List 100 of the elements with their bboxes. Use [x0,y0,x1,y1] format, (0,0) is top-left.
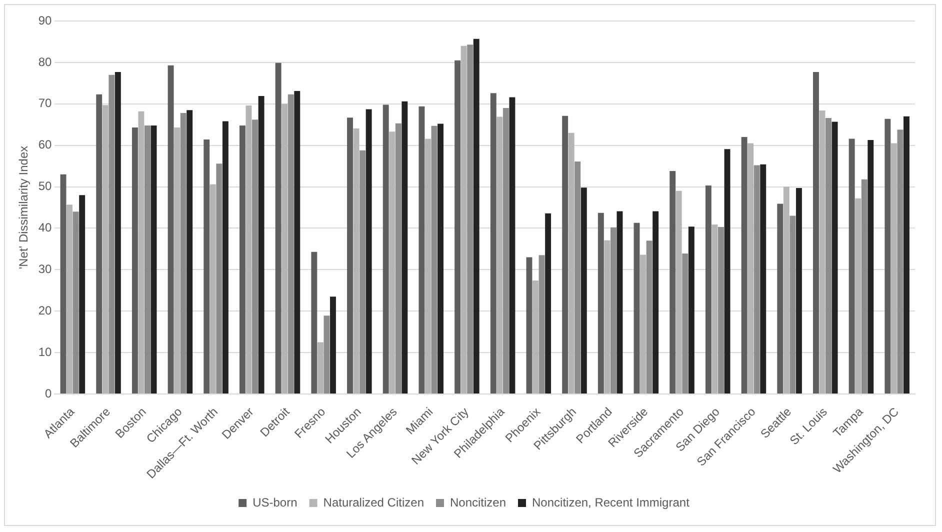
bar [670,171,676,394]
bar [102,105,108,394]
bar [324,316,330,394]
bar [431,126,438,394]
bar [467,44,474,394]
bar [389,132,396,394]
bar [598,212,604,394]
legend-label: Naturalized Citizen [323,495,424,510]
y-tick-label: 80 [38,54,52,69]
y-tick-label: 30 [38,262,52,276]
bar [868,140,874,394]
bar [777,204,784,394]
bar [652,211,659,394]
y-axis-title: 'Net' Dissimilarity Index [16,146,31,270]
bar [574,162,581,394]
y-tick-label: 70 [38,96,52,110]
bar [748,143,754,394]
y-tick-label: 50 [38,179,52,194]
bar [688,226,694,394]
bar [562,116,568,394]
bar [604,240,610,394]
bar [258,96,264,394]
bar [347,118,353,394]
bar [545,213,552,394]
bar [646,240,652,394]
bar [634,222,640,394]
bar [754,165,760,394]
bar [682,254,688,394]
bar [275,62,282,394]
bar [418,106,425,394]
bar [353,128,360,394]
bar [114,72,121,394]
bar [460,46,467,394]
bar [424,138,431,394]
bar [490,93,496,394]
bar [884,118,891,394]
y-tick-label: 60 [38,138,52,152]
bar [538,255,545,394]
bar [826,118,832,394]
bar [526,257,532,394]
bar [66,204,73,394]
bar [855,198,862,394]
bar [382,104,389,394]
y-tick-label: 10 [38,344,52,359]
bar [568,132,574,394]
y-tick-label: 40 [38,220,52,235]
bar [705,186,712,394]
legend-label: Noncitizen, Recent Immigrant [532,495,690,510]
bar [216,164,222,394]
bar [402,101,408,394]
bar [395,123,402,394]
bar [718,226,724,394]
bar [819,110,826,394]
y-tick-label: 0 [45,386,52,400]
bar [60,174,66,394]
bar [288,94,294,394]
bar [240,125,246,394]
bar [186,110,193,394]
bar [473,38,480,394]
bar [783,186,790,394]
bar [174,128,180,394]
bar [282,104,288,394]
bar [724,149,730,394]
bar [438,124,444,394]
bar [640,254,646,394]
bar [580,188,587,394]
bar [848,138,855,394]
y-tick-label: 20 [38,303,52,318]
bar [676,190,682,394]
bar [813,72,819,394]
y-tick-label: 90 [38,13,52,28]
bar [360,150,366,394]
bar [132,128,138,394]
bar [532,280,538,394]
bar [204,140,210,394]
bar [904,116,910,394]
bar [144,125,150,394]
bar [72,212,79,394]
bar [180,113,186,394]
bar [760,164,766,394]
bar [311,252,318,394]
bar [108,74,115,394]
bar [832,122,838,394]
bar [610,227,616,394]
bar [294,91,300,394]
bar [150,125,157,394]
bar [741,137,748,394]
bar [616,211,623,394]
bar [252,120,258,394]
bar [330,296,336,394]
bar [496,116,503,394]
bar [890,143,897,394]
bar [210,184,216,394]
bar [509,97,516,394]
bar [246,106,252,394]
bar [317,342,324,394]
bar [790,216,796,394]
bar [796,188,802,394]
bar [222,121,228,394]
bar [168,65,174,394]
